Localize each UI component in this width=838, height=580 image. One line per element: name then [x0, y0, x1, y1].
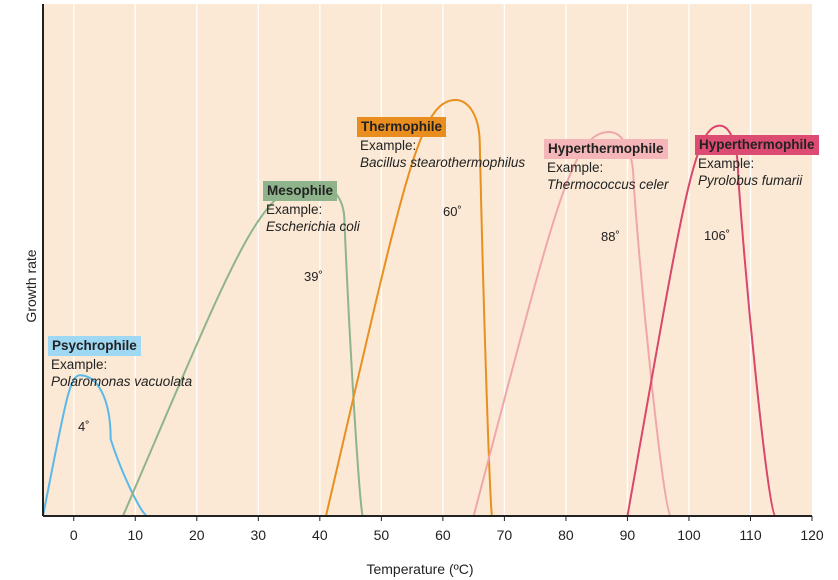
- curve-psychrophile-0: [42, 374, 149, 517]
- example-label-hyperthermophile-88: Example:: [547, 160, 604, 175]
- x-tick-label-30: 30: [251, 527, 267, 543]
- tag-mesophile: Mesophile: [263, 181, 338, 201]
- label-thermophile: Thermophile Example: Bacillus stearother…: [357, 117, 525, 171]
- example-hyperthermophile-106: Pyrolobus fumarii: [698, 173, 803, 188]
- x-tick-label-60: 60: [435, 527, 451, 543]
- example-thermophile: Bacillus stearothermophilus: [360, 155, 526, 170]
- example-label-mesophile: Example:: [266, 202, 323, 217]
- label-hyperthermophile-88: Hyperthermophile Example: Thermococcus c…: [544, 139, 669, 193]
- tag-hyperthermophile-106: Hyperthermophile: [695, 135, 819, 155]
- peak-label-hyperthermophile-88: 88˚: [601, 229, 620, 244]
- x-tick-label-70: 70: [497, 527, 513, 543]
- curve-thermophile-2: [325, 98, 494, 517]
- peak-label-hyperthermophile-106: 106˚: [704, 228, 731, 243]
- x-tick-label-0: 0: [70, 527, 78, 543]
- plot-background: [43, 4, 812, 516]
- example-mesophile: Escherichia coli: [266, 219, 360, 234]
- tag-psychrophile: Psychrophile: [48, 336, 141, 356]
- x-tick-label-110: 110: [739, 527, 762, 543]
- x-tick-label-100: 100: [677, 527, 701, 543]
- curve-hyperthermophile-4: [626, 124, 777, 517]
- x-tick-label-20: 20: [189, 527, 205, 543]
- tag-hyperthermophile-88: Hyperthermophile: [544, 139, 668, 159]
- label-psychrophile: Psychrophile Example: Polaromonas vacuol…: [48, 336, 192, 390]
- example-label-hyperthermophile-106: Example:: [698, 156, 755, 171]
- label-mesophile: Mesophile Example: Escherichia coli: [263, 181, 360, 235]
- x-tick-label-40: 40: [312, 527, 328, 543]
- tag-thermophile: Thermophile: [357, 117, 447, 137]
- peak-label-thermophile: 60˚: [443, 204, 462, 219]
- x-tick-label-10: 10: [127, 527, 143, 543]
- peak-label-psychrophile: 4˚: [78, 419, 90, 434]
- example-psychrophile: Polaromonas vacuolata: [51, 374, 193, 389]
- example-hyperthermophile-88: Thermococcus celer: [547, 177, 669, 192]
- x-tick-label-50: 50: [374, 527, 390, 543]
- x-tick-label-80: 80: [558, 527, 574, 543]
- example-label-thermophile: Example:: [360, 138, 417, 153]
- peak-label-mesophile: 39˚: [304, 269, 323, 284]
- example-label-psychrophile: Example:: [51, 357, 108, 372]
- label-hyperthermophile-106: Hyperthermophile Example: Pyrolobus fuma…: [695, 135, 819, 189]
- x-axis-title: Temperature (ºC): [366, 561, 474, 577]
- y-axis-title: Growth rate: [23, 249, 39, 323]
- x-tick-label-90: 90: [620, 527, 636, 543]
- x-tick-label-120: 120: [800, 527, 824, 543]
